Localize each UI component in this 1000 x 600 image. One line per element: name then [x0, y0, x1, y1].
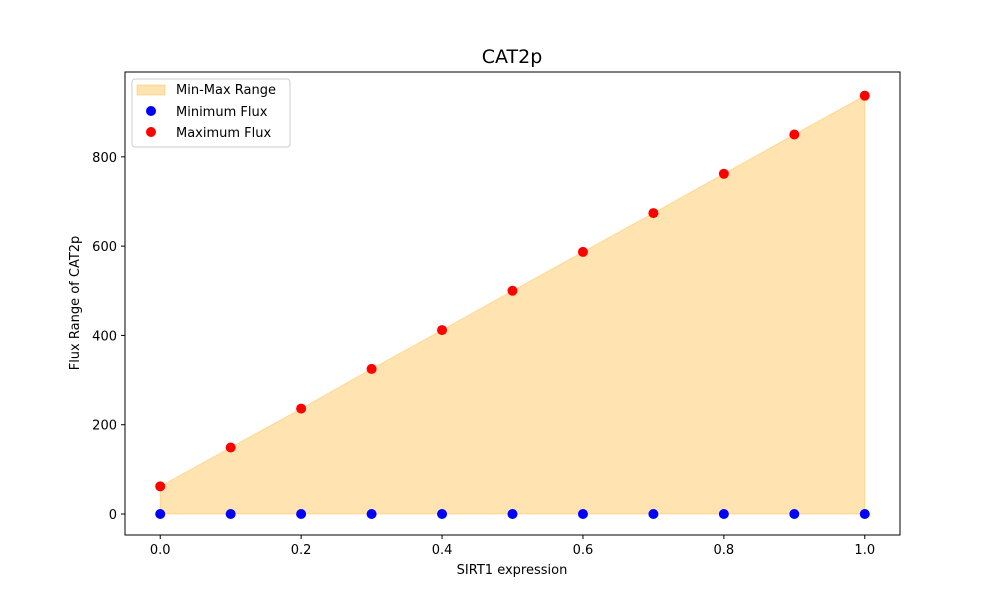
minimum-flux-point	[648, 509, 659, 520]
legend-label-min-max-range: Min-Max Range	[176, 83, 276, 98]
maximum-flux-point	[648, 208, 659, 219]
y-tick-label: 0	[109, 508, 117, 523]
maximum-flux-point	[789, 129, 800, 140]
x-tick-label: 0.2	[291, 543, 312, 558]
legend-marker-maximum-flux	[146, 127, 156, 137]
maximum-flux-point	[577, 246, 588, 257]
x-tick-label: 0.8	[714, 543, 735, 558]
y-axis-label: Flux Range of CAT2p	[68, 236, 83, 371]
legend-swatch-min-max-range	[136, 84, 166, 96]
minimum-flux-point	[296, 509, 307, 520]
x-tick-label: 1.0	[854, 543, 875, 558]
legend: Min-Max Range Minimum Flux Maximum Flux	[131, 78, 291, 148]
maximum-flux-point	[437, 325, 448, 336]
x-axis: 0.0 0.2 0.4 0.6 0.8 1.0	[150, 535, 875, 558]
minimum-flux-point	[718, 509, 729, 520]
y-tick-label: 800	[92, 151, 117, 166]
chart-title: CAT2p	[482, 46, 543, 68]
legend-label-maximum-flux: Maximum Flux	[176, 126, 272, 141]
x-tick-label: 0.0	[150, 543, 171, 558]
maximum-flux-point	[718, 168, 729, 179]
minimum-flux-point	[437, 509, 448, 520]
maximum-flux-point	[296, 403, 307, 414]
legend-marker-minimum-flux	[146, 106, 156, 116]
plot-area	[155, 90, 870, 520]
minimum-flux-point	[789, 509, 800, 520]
minimum-flux-point	[859, 509, 870, 520]
minimum-flux-point	[577, 509, 588, 520]
y-tick-label: 600	[92, 240, 117, 255]
maximum-flux-point	[859, 90, 870, 101]
x-tick-label: 0.6	[573, 543, 594, 558]
maximum-flux-point	[366, 363, 377, 374]
minimum-flux-point	[155, 509, 166, 520]
maximum-flux-point	[507, 285, 518, 296]
x-tick-label: 0.4	[432, 543, 453, 558]
maximum-flux-point	[155, 481, 166, 492]
legend-label-minimum-flux: Minimum Flux	[176, 105, 268, 120]
maximum-flux-point	[225, 442, 236, 453]
y-axis: 0 200 400 600 800	[92, 151, 125, 523]
y-tick-label: 400	[92, 329, 117, 344]
minimum-flux-point	[366, 509, 377, 520]
minimum-flux-point	[225, 509, 236, 520]
plot-frame	[124, 71, 901, 536]
legend-box	[131, 78, 291, 148]
minimum-flux-point	[507, 509, 518, 520]
x-axis-label: SIRT1 expression	[457, 563, 568, 578]
y-tick-label: 200	[92, 419, 117, 434]
